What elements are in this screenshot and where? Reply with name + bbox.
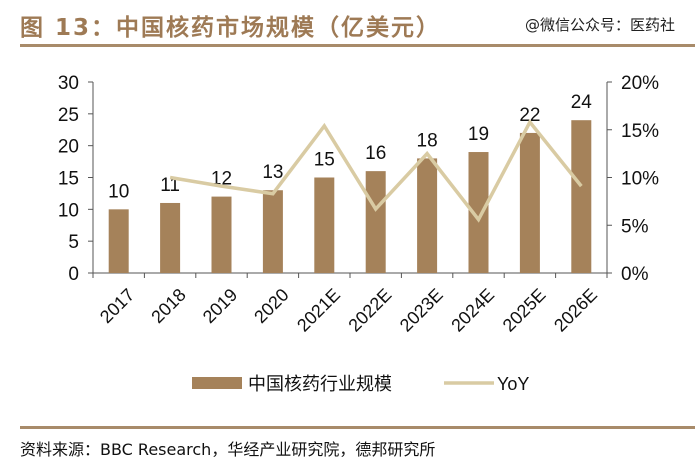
x-tick-label: 2023E (396, 285, 447, 336)
watermark: @微信公众号：医药社 (524, 16, 675, 34)
legend-label-bar: 中国核药行业规模 (248, 374, 392, 394)
x-tick-label: 2018 (147, 285, 189, 327)
bar (211, 196, 232, 273)
bar-data-label: 19 (468, 124, 489, 145)
left-tick-label: 5 (68, 232, 79, 253)
legend-swatch-bar (192, 377, 242, 389)
top-rule (20, 44, 695, 47)
bar-data-label: 16 (365, 143, 386, 164)
bar-data-label: 18 (417, 130, 438, 151)
left-tick-label: 20 (58, 137, 79, 158)
left-tick-label: 10 (58, 200, 79, 221)
right-tick-label: 20% (621, 73, 659, 94)
left-tick-label: 30 (58, 73, 79, 94)
right-tick-label: 10% (621, 169, 659, 190)
x-tick-label: 2017 (96, 285, 138, 327)
bar-data-label: 24 (571, 92, 593, 113)
bar (468, 152, 489, 273)
source-note: 资料来源：BBC Research，华经产业研究院，德邦研究所 (20, 440, 436, 459)
bar (365, 171, 386, 273)
left-tick-label: 25 (58, 105, 79, 126)
x-tick-label: 2025E (499, 285, 550, 336)
bar (519, 132, 540, 273)
legend-label-line: YoY (497, 374, 529, 394)
bar-data-label: 22 (519, 105, 540, 126)
bar-data-label: 10 (108, 181, 129, 202)
bar (108, 209, 129, 273)
x-tick-label: 2024E (447, 285, 498, 336)
bottom-rule (20, 426, 695, 429)
bar (417, 158, 438, 273)
x-tick-label: 2019 (199, 285, 241, 327)
bar (571, 120, 592, 273)
figure-title: 图 13：中国核药市场规模（亿美元） (20, 15, 442, 41)
bar (314, 177, 335, 273)
bar (160, 202, 181, 273)
left-tick-label: 15 (58, 169, 79, 190)
right-tick-label: 15% (621, 121, 659, 142)
x-tick-label: 2022E (344, 285, 395, 336)
x-tick-label: 2020 (250, 285, 292, 327)
bar (262, 190, 283, 273)
bar-data-label: 11 (160, 175, 180, 196)
bar-data-label: 15 (314, 150, 335, 171)
bar-data-label: 13 (262, 162, 283, 183)
x-tick-label: 2026E (550, 285, 601, 336)
right-tick-label: 5% (621, 216, 649, 237)
left-tick-label: 0 (68, 264, 79, 285)
right-tick-label: 0% (621, 264, 649, 285)
x-tick-label: 2021E (293, 285, 344, 336)
